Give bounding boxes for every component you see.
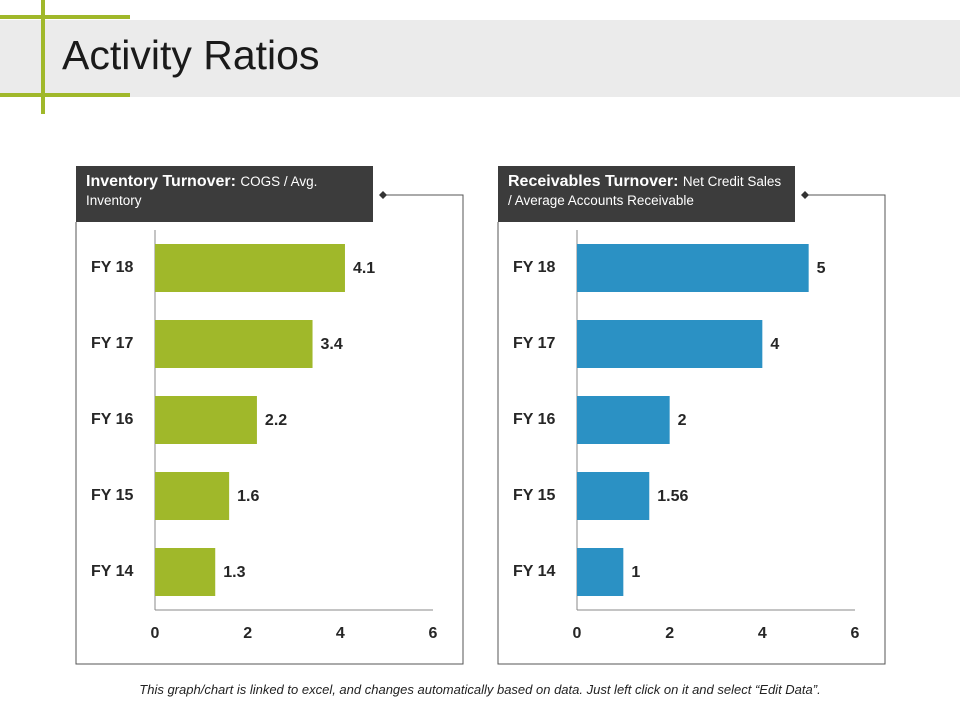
x-tick-label: 2 bbox=[665, 625, 674, 642]
bar bbox=[577, 396, 670, 444]
x-tick-label: 0 bbox=[573, 625, 582, 642]
y-tick-label: FY 15 bbox=[91, 487, 134, 504]
chart-header: Receivables Turnover: Net Credit Sales /… bbox=[498, 166, 795, 222]
value-label: 1.6 bbox=[237, 488, 259, 505]
x-tick-label: 0 bbox=[151, 625, 160, 642]
bar bbox=[577, 548, 624, 596]
bar bbox=[577, 472, 650, 520]
y-tick-label: FY 18 bbox=[513, 259, 556, 276]
header-subtitle: Net Credit Sales / Average Accounts Rece… bbox=[508, 174, 782, 208]
x-tick-label: 6 bbox=[851, 625, 860, 642]
connector-diamond bbox=[801, 191, 809, 199]
slide-title: Activity Ratios bbox=[62, 32, 320, 78]
x-tick-label: 6 bbox=[429, 625, 438, 642]
y-tick-label: FY 18 bbox=[91, 259, 134, 276]
chart-frame bbox=[497, 194, 886, 665]
value-label: 1.3 bbox=[223, 564, 245, 581]
bar bbox=[155, 548, 216, 596]
value-label: 2 bbox=[678, 412, 687, 429]
x-tick-label: 4 bbox=[758, 625, 767, 642]
value-label: 3.4 bbox=[321, 336, 343, 353]
header-subtitle: COGS / Avg. Inventory bbox=[86, 174, 318, 208]
y-tick-label: FY 15 bbox=[513, 487, 556, 504]
title-band bbox=[0, 20, 960, 97]
bar bbox=[155, 396, 257, 444]
chart-frame bbox=[75, 194, 464, 665]
chart-header: Inventory Turnover: COGS / Avg. Inventor… bbox=[76, 166, 373, 222]
bar bbox=[155, 320, 313, 368]
header-title: Receivables Turnover: bbox=[508, 173, 679, 190]
bar bbox=[155, 244, 345, 292]
y-tick-label: FY 17 bbox=[513, 335, 556, 352]
y-tick-label: FY 14 bbox=[91, 563, 134, 580]
y-tick-label: FY 16 bbox=[513, 411, 556, 428]
header-title: Inventory Turnover: bbox=[86, 173, 236, 190]
value-label: 4 bbox=[770, 336, 779, 353]
value-label: 5 bbox=[817, 260, 826, 277]
value-label: 1 bbox=[631, 564, 640, 581]
y-tick-label: FY 16 bbox=[91, 411, 134, 428]
footer-note: This graph/chart is linked to excel, and… bbox=[139, 682, 821, 697]
bar bbox=[155, 472, 230, 520]
value-label: 4.1 bbox=[353, 260, 375, 277]
y-tick-label: FY 14 bbox=[513, 563, 556, 580]
bar bbox=[577, 320, 763, 368]
value-label: 2.2 bbox=[265, 412, 287, 429]
value-label: 1.56 bbox=[657, 488, 688, 505]
bar bbox=[577, 244, 809, 292]
x-tick-label: 2 bbox=[243, 625, 252, 642]
y-tick-label: FY 17 bbox=[91, 335, 134, 352]
x-tick-label: 4 bbox=[336, 625, 345, 642]
connector-diamond bbox=[379, 191, 387, 199]
